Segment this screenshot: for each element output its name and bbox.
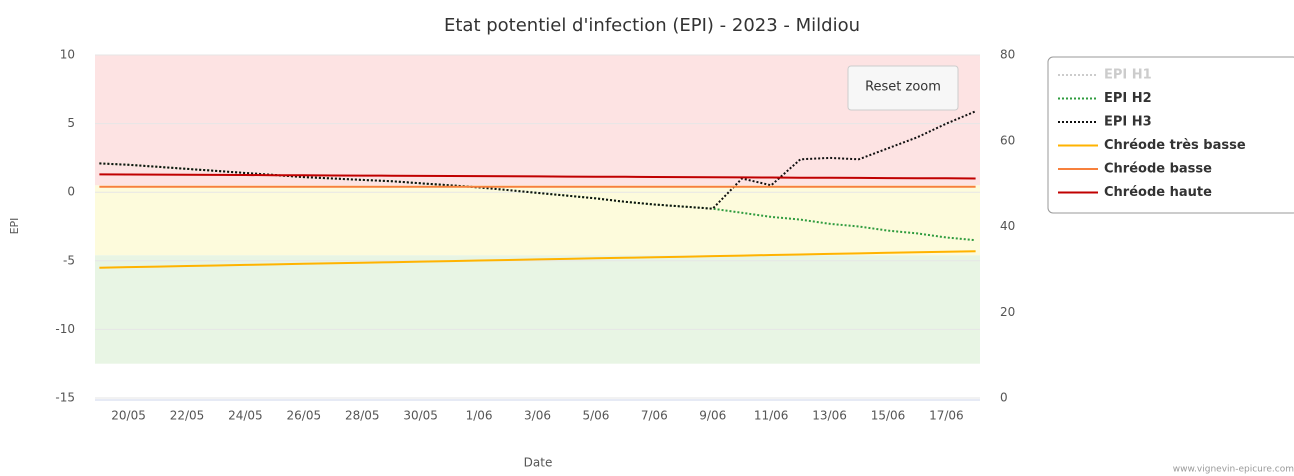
x-tick-label: 20/05	[111, 409, 146, 423]
legend-box	[1047, 56, 1294, 214]
y-tick-label: 0	[67, 185, 75, 199]
y2-tick-label: 20	[1000, 305, 1015, 319]
plot-area	[95, 54, 980, 399]
x-tick-label: 28/05	[345, 409, 380, 423]
legend-label[interactable]: Chréode très basse	[1104, 138, 1246, 153]
legend-label[interactable]: EPI H3	[1104, 115, 1152, 130]
y-tick-label: 5	[67, 116, 75, 130]
y-axis-title: EPI	[8, 218, 21, 235]
y2-tick-label: 60	[1000, 133, 1015, 147]
button-label: Reset zoom	[865, 80, 941, 95]
x-tick-label: 17/06	[929, 409, 964, 423]
x-axis-title: Date	[524, 456, 553, 470]
y-tick-label: -5	[63, 253, 75, 267]
x-tick-label: 13/06	[812, 409, 847, 423]
x-tick-label: 7/06	[641, 409, 668, 423]
x-tick-label: 30/05	[403, 409, 438, 423]
plot-band	[95, 55, 980, 186]
y-tick-label: -15	[55, 391, 75, 405]
series-line	[99, 250, 976, 269]
x-tick-label: 9/06	[699, 409, 726, 423]
x-tick-label: 15/06	[871, 409, 906, 423]
plot-band	[95, 255, 980, 364]
y-tick-label: -10	[55, 322, 75, 336]
x-tick-label: 3/06	[524, 409, 551, 423]
series-line	[99, 162, 976, 242]
legend-label[interactable]: EPI H1	[1104, 68, 1152, 83]
legend-label[interactable]: EPI H2	[1104, 91, 1152, 106]
plot-band	[95, 185, 980, 256]
legend-label[interactable]: Chréode haute	[1104, 185, 1212, 200]
reset-zoom-button[interactable]: Reset zoom	[847, 65, 959, 111]
y-tick-label: 10	[60, 48, 75, 62]
watermark: www.vignevin-epicure.com	[1173, 465, 1294, 475]
button-box	[847, 65, 959, 111]
chart-title: Etat potentiel d'infection (EPI) - 2023 …	[444, 15, 860, 36]
x-tick-label: 24/05	[228, 409, 263, 423]
x-tick-label: 5/06	[582, 409, 609, 423]
legend-label[interactable]: Chréode basse	[1104, 162, 1212, 177]
x-tick-label: 11/06	[754, 409, 789, 423]
y2-tick-label: 80	[1000, 48, 1015, 62]
x-tick-label: 1/06	[466, 409, 493, 423]
x-tick-label: 26/05	[287, 409, 322, 423]
legend: EPI H1 EPI H2 EPI H3 Chréode très basse Chré…	[1047, 56, 1294, 214]
y2-tick-label: 40	[1000, 219, 1015, 233]
x-tick-label: 22/05	[170, 409, 205, 423]
series-line	[99, 173, 976, 180]
y2-tick-label: 0	[1000, 391, 1008, 405]
